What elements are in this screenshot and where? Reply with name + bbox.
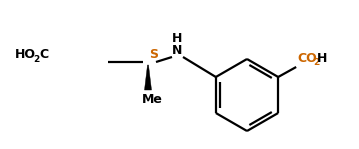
Text: C: C <box>39 48 48 61</box>
Text: S: S <box>149 48 158 61</box>
Text: CO: CO <box>297 52 317 65</box>
Text: H: H <box>172 32 182 45</box>
Text: 2: 2 <box>33 55 39 64</box>
Polygon shape <box>145 65 151 90</box>
Text: HO: HO <box>15 48 36 61</box>
Text: 2: 2 <box>313 58 320 67</box>
Text: N: N <box>172 44 182 57</box>
Text: Me: Me <box>142 93 163 106</box>
Text: H: H <box>317 52 327 65</box>
